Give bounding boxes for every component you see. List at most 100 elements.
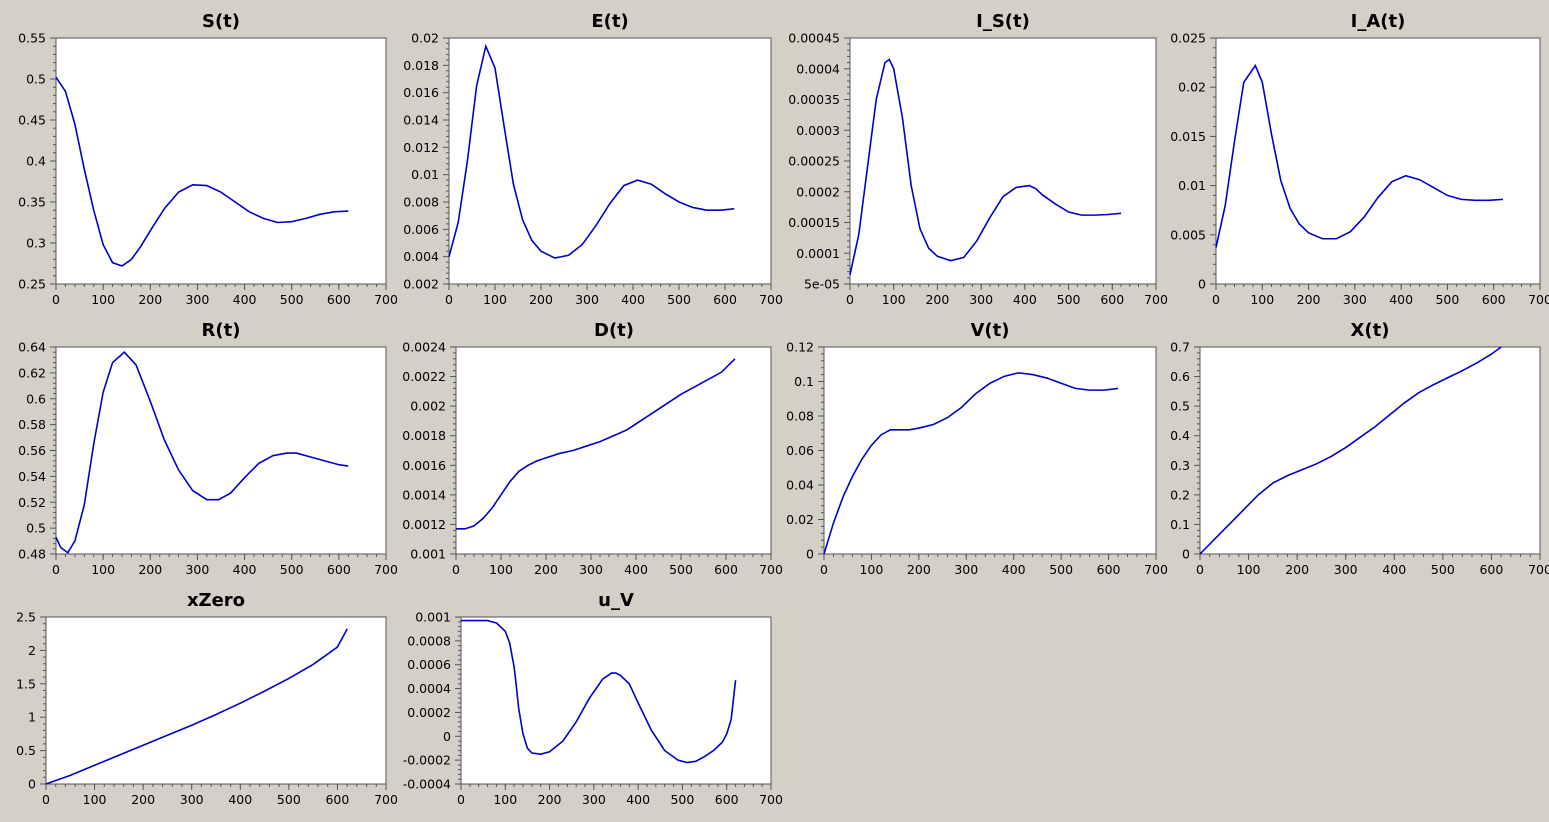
y-tick-label: 0.3 — [26, 236, 46, 251]
y-tick-label: 0.1 — [1170, 517, 1190, 532]
plot-area — [55, 37, 387, 285]
y-tick-label: 0.0016 — [402, 458, 446, 473]
x-tick-label: 600 — [327, 292, 351, 307]
y-tick-label: 0.5 — [26, 521, 46, 536]
chart-panel-4: R(t) 0 100 200 300 400 500 600 700 0.48 0.5 0.52 0.5… — [18, 320, 398, 577]
x-tick-label: 300 — [185, 562, 209, 577]
y-tick-label: 0.25 — [18, 277, 46, 292]
x-tick-label: 300 — [1343, 292, 1367, 307]
series-line — [55, 351, 349, 554]
y-tick-label: 0.08 — [786, 409, 814, 424]
y-tick-label: 5e-05 — [804, 277, 840, 292]
y-tick-label: 0.0003 — [796, 123, 840, 138]
y-tick-label: 0.00045 — [788, 31, 840, 46]
y-tick-label: 0.014 — [403, 113, 439, 128]
chart-panel-6: V(t) 0 100 200 300 400 500 600 700 0 0.02 0.04 0.06 0… — [786, 320, 1168, 577]
y-tick-label: 0.12 — [786, 340, 814, 355]
x-tick-label: 400 — [1382, 562, 1406, 577]
y-tick-label: 0.64 — [18, 340, 46, 355]
chart-title: S(t) — [202, 11, 240, 32]
x-tick-label: 100 — [83, 792, 107, 807]
y-tick-label: 0.2 — [1170, 487, 1190, 502]
x-tick-label: 500 — [1049, 562, 1073, 577]
y-tick-label: 0.00035 — [788, 92, 840, 107]
x-tick-label: 500 — [277, 792, 301, 807]
x-tick-label: 300 — [185, 292, 209, 307]
x-tick-label: 0 — [52, 292, 60, 307]
x-tick-label: 200 — [534, 562, 558, 577]
x-tick-label: 500 — [280, 292, 304, 307]
y-tick-label: 0.1 — [794, 374, 814, 389]
x-tick-label: 300 — [575, 292, 599, 307]
y-tick-label: 0.0001 — [796, 246, 840, 261]
y-tick-label: 0.0014 — [402, 487, 446, 502]
y-tick-label: 0.0004 — [796, 61, 840, 76]
x-tick-label: 100 — [483, 292, 507, 307]
x-tick-label: 400 — [624, 562, 648, 577]
x-tick-label: 0 — [846, 292, 854, 307]
y-tick-label: 0.5 — [26, 72, 46, 87]
series-line — [461, 619, 737, 764]
y-tick-label: 0.56 — [18, 443, 46, 458]
y-tick-label: 0 — [443, 729, 451, 744]
y-tick-label: 0.5 — [16, 743, 36, 758]
y-tick-label: 0.6 — [26, 391, 46, 406]
x-tick-label: 0 — [445, 292, 453, 307]
y-tick-label: 0.006 — [403, 222, 439, 237]
x-tick-label: 200 — [138, 292, 162, 307]
chart-title: xZero — [187, 590, 245, 611]
chart-panel-1: E(t) 0 100 200 300 400 500 600 700 0.002 0.004 0.00… — [403, 11, 783, 307]
x-tick-label: 0 — [1212, 292, 1220, 307]
x-tick-label: 100 — [91, 562, 115, 577]
chart-title: I_S(t) — [976, 11, 1030, 32]
series-line — [1215, 63, 1504, 248]
x-tick-label: 600 — [1482, 292, 1506, 307]
y-tick-label: 0.0002 — [796, 184, 840, 199]
y-tick-label: 0 — [1182, 547, 1190, 562]
x-tick-label: 100 — [882, 292, 906, 307]
x-tick-label: 500 — [280, 562, 304, 577]
x-tick-label: 100 — [1237, 562, 1261, 577]
x-tick-label: 200 — [1297, 292, 1321, 307]
y-tick-label: 0.0006 — [407, 657, 451, 672]
x-tick-label: 600 — [715, 792, 739, 807]
x-tick-label: 600 — [1479, 562, 1503, 577]
x-tick-label: 200 — [1285, 562, 1309, 577]
chart-title: V(t) — [971, 320, 1010, 341]
x-tick-label: 300 — [582, 792, 606, 807]
chart-panel-7: X(t) 0 100 200 300 400 500 600 700 0 0.1 0.2 0.3 0.4 0… — [1170, 320, 1549, 577]
y-tick-label: 0.62 — [18, 365, 46, 380]
x-tick-label: 100 — [489, 562, 513, 577]
chart-title: R(t) — [202, 320, 241, 341]
y-tick-label: 0.0022 — [402, 369, 446, 384]
chart-panel-0: S(t) 0 100 200 300 400 500 600 700 0.25 0.3 0.35 0.4… — [18, 11, 398, 307]
y-tick-label: 0.005 — [1170, 227, 1206, 242]
y-tick-label: 0.52 — [18, 495, 46, 510]
x-tick-label: 400 — [621, 292, 645, 307]
y-tick-label: 0.012 — [403, 140, 439, 155]
chart-title: E(t) — [591, 11, 628, 32]
y-tick-label: 0.04 — [786, 478, 814, 493]
y-tick-label: 0.002 — [410, 399, 446, 414]
plot-area — [849, 37, 1157, 285]
series-line — [45, 628, 348, 785]
series-line — [1199, 346, 1502, 555]
y-tick-label: 0.004 — [403, 249, 439, 264]
x-tick-label: 500 — [1057, 292, 1081, 307]
y-tick-label: 0.0004 — [407, 681, 451, 696]
y-tick-label: 0.00025 — [788, 154, 840, 169]
x-tick-label: 700 — [1528, 562, 1549, 577]
y-tick-label: -0.0004 — [403, 777, 451, 792]
y-tick-label: 0.3 — [1170, 458, 1190, 473]
y-tick-label: 0.02 — [1178, 80, 1206, 95]
x-tick-label: 200 — [907, 562, 931, 577]
series-line — [823, 372, 1119, 555]
x-tick-label: 100 — [1250, 292, 1274, 307]
x-tick-label: 600 — [1100, 292, 1124, 307]
x-tick-label: 500 — [667, 292, 691, 307]
x-tick-label: 500 — [1435, 292, 1459, 307]
x-tick-label: 500 — [670, 792, 694, 807]
x-tick-label: 600 — [327, 562, 351, 577]
x-tick-label: 0 — [1196, 562, 1204, 577]
y-tick-label: 0.015 — [1170, 129, 1206, 144]
